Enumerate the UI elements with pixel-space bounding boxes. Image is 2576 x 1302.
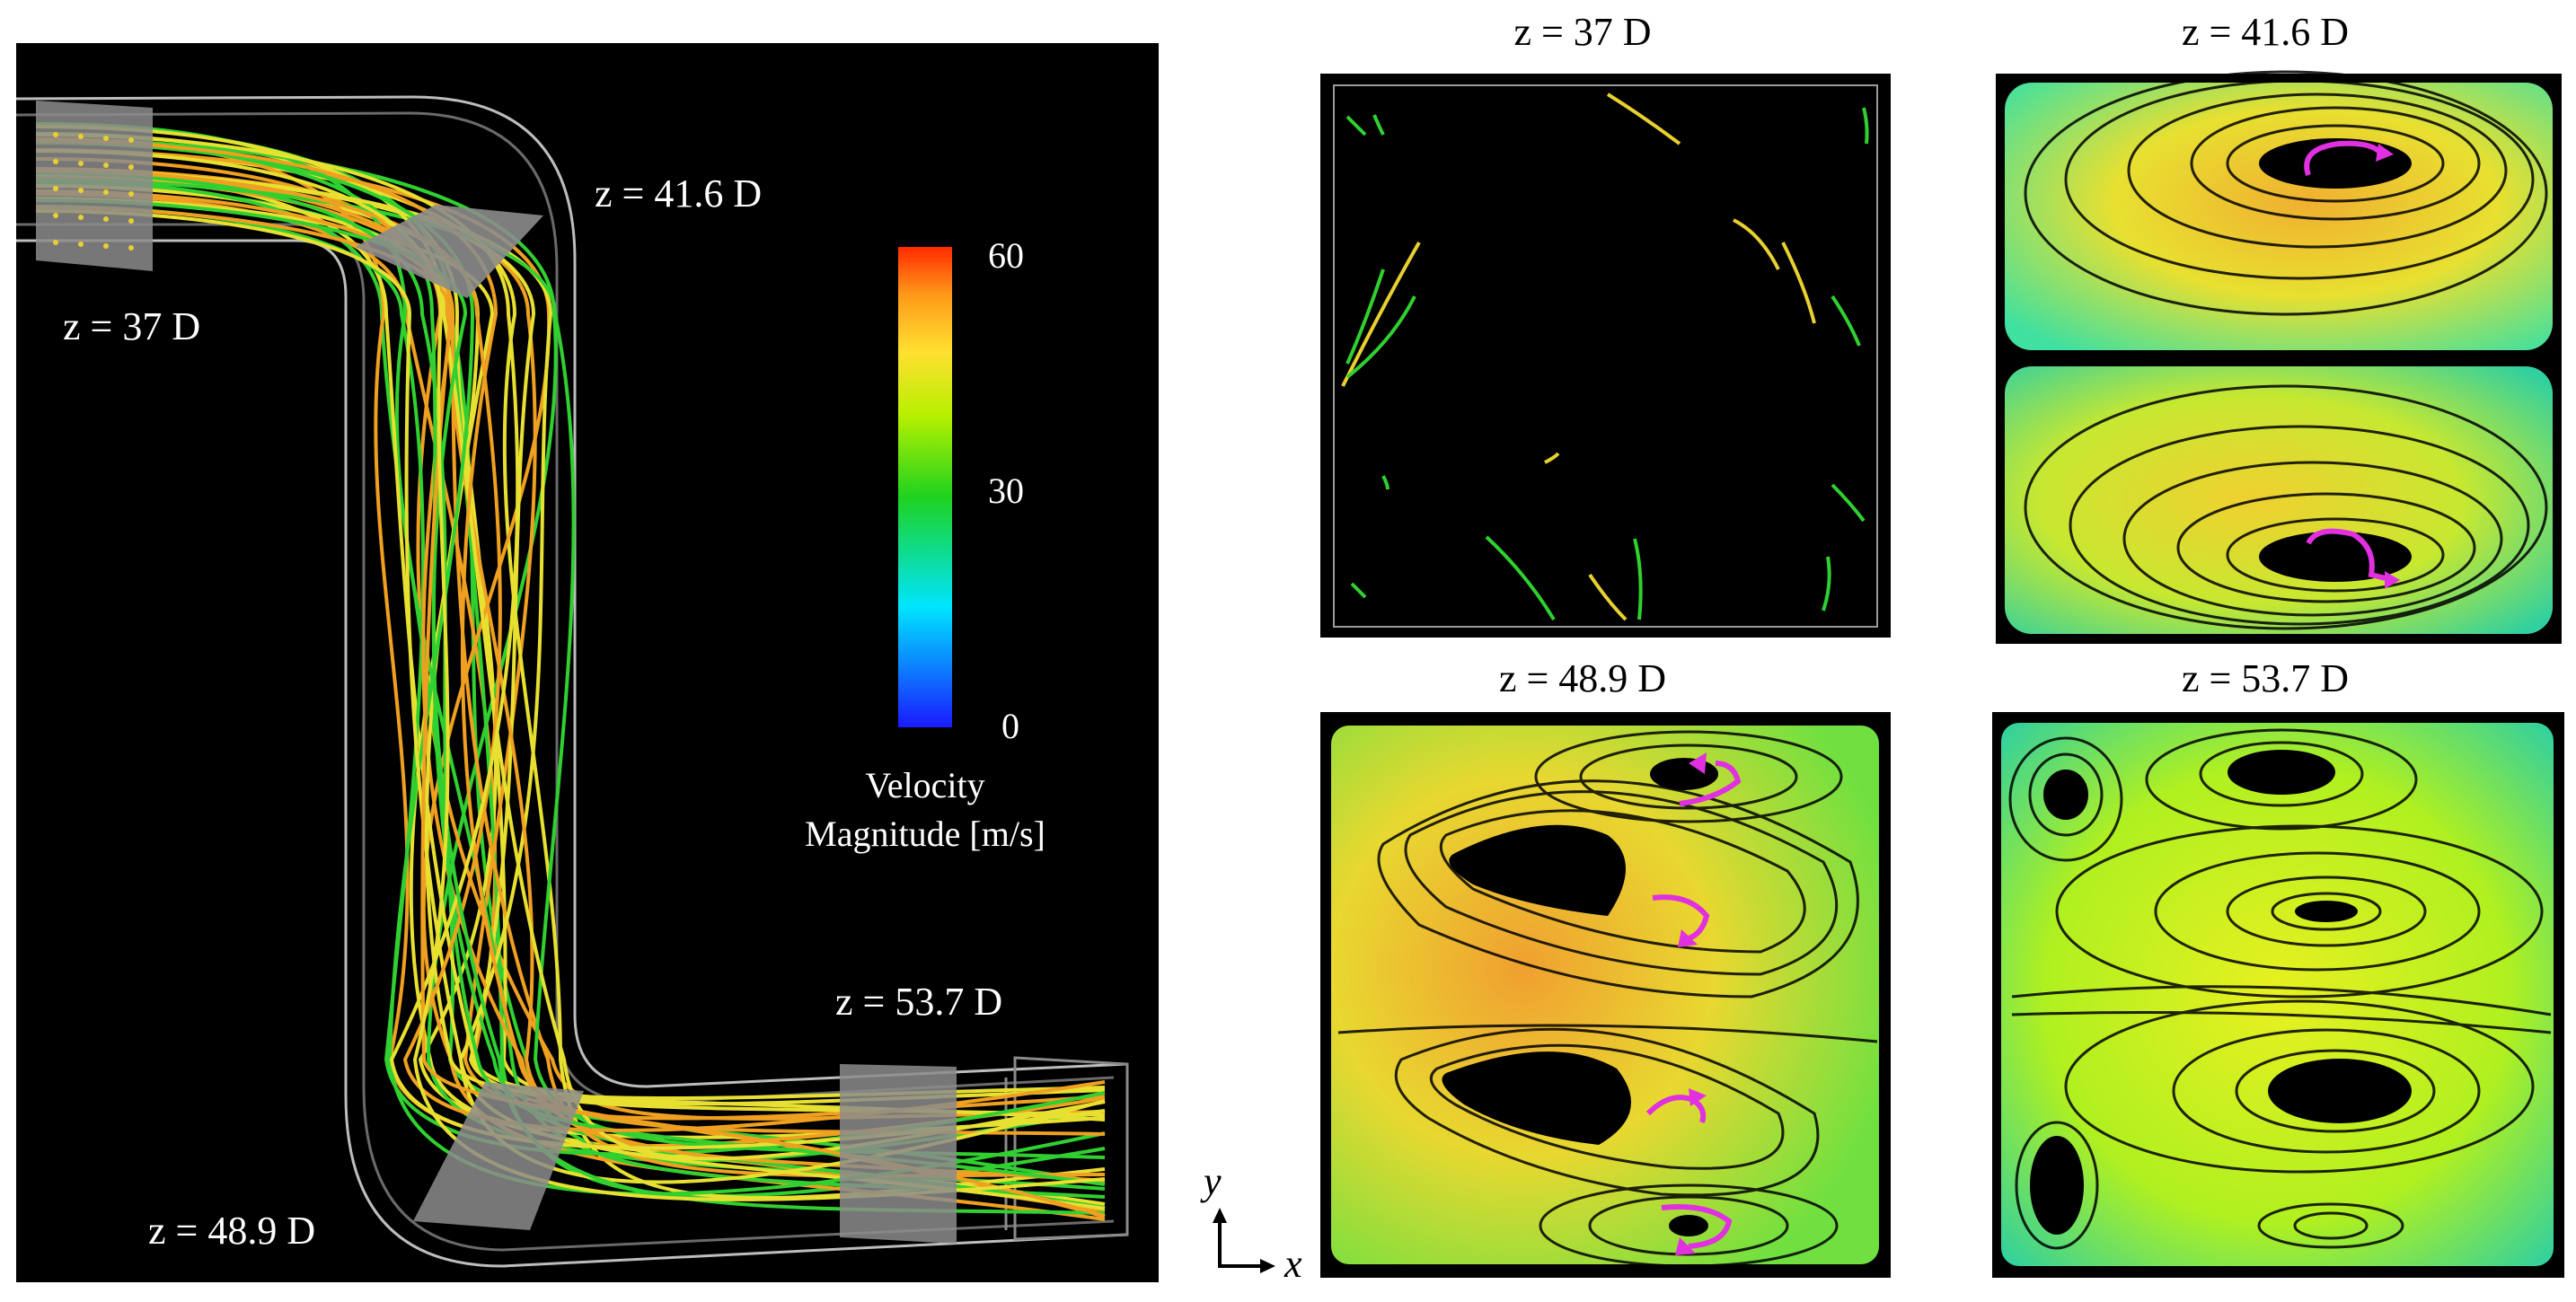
streamline — [35, 169, 1106, 1132]
rotation-arrow — [2306, 528, 2390, 582]
rotation-arrow — [2304, 140, 2383, 176]
vortex-streamlines — [1337, 730, 1878, 1268]
seed-point — [128, 164, 134, 170]
seed-point — [78, 134, 84, 139]
rotation-arrow — [1661, 1204, 1733, 1249]
vortex-core — [1442, 1051, 1631, 1145]
streamline — [35, 172, 1106, 1186]
streamline — [35, 176, 1106, 1178]
seed-point — [103, 136, 109, 141]
streamline — [35, 169, 1106, 1210]
colorbar-title-line2: Magnitude [m/s] — [805, 814, 1045, 854]
cross-section-z489 — [1320, 712, 1891, 1278]
axis-label-x: x — [1284, 1242, 1302, 1286]
cross-section-z537 — [1992, 712, 2564, 1278]
streamline — [35, 189, 1106, 1183]
seed-point — [78, 188, 84, 193]
seed-point — [78, 161, 84, 166]
plane-label-z489: z = 48.9 D — [148, 1209, 315, 1253]
colorbar-min-label: 0 — [1001, 706, 1019, 746]
seed-point — [53, 186, 58, 191]
cs-title-z37: z = 37 D — [1513, 10, 1651, 54]
streamline — [35, 206, 1106, 1218]
plane-label-z416: z = 41.6 D — [595, 172, 762, 216]
cs-title-z416: z = 41.6 D — [2182, 10, 2349, 54]
upper-vortex-core — [2259, 138, 2412, 189]
inlet-seed-points — [53, 132, 134, 251]
axis-label-y: y — [1200, 1159, 1222, 1203]
upper-vortex-region — [2005, 83, 2553, 350]
pipe-streamline-panel: z = 37 D z = 41.6 D z = 48.9 D z = 53.7 … — [15, 43, 1159, 1282]
streamline — [35, 141, 1106, 1196]
colorbar-max-label: 60 — [988, 235, 1024, 276]
seed-point — [128, 218, 134, 224]
axes-indicator: y x — [1200, 1159, 1302, 1286]
cross-section-z37 — [1320, 74, 1891, 638]
streamline — [35, 178, 1106, 1159]
plane-label-z37: z = 37 D — [63, 304, 200, 348]
plane-label-z537: z = 53.7 D — [835, 980, 1002, 1024]
seed-point — [128, 137, 134, 143]
streamline — [35, 169, 1106, 1117]
colorbar: 60 30 0 Velocity Magnitude [m/s] — [805, 235, 1045, 854]
seed-point — [53, 132, 58, 137]
seed-point — [128, 191, 134, 197]
seed-point — [103, 243, 109, 249]
cs-title-z537: z = 53.7 D — [2182, 656, 2349, 700]
streamlines — [35, 122, 1106, 1221]
rotation-arrow — [1679, 761, 1742, 806]
flow-region — [2001, 723, 2554, 1266]
plane-z489 — [413, 1082, 584, 1230]
seed-point — [53, 159, 58, 164]
sparse-streamlines — [1341, 92, 1869, 621]
cross-section-z416 — [1996, 70, 2562, 644]
lower-vortex-region — [2005, 366, 2553, 634]
seed-point — [78, 215, 84, 220]
seed-point — [103, 216, 109, 222]
plane-z416 — [355, 205, 543, 298]
streamline — [35, 149, 1106, 1201]
seed-point — [128, 245, 134, 251]
streamline — [35, 133, 1106, 1150]
streamline — [35, 125, 1106, 1161]
colorbar-gradient — [898, 247, 952, 727]
streamline — [35, 209, 1106, 1184]
vortex-core — [1449, 824, 1626, 916]
seed-point — [103, 189, 109, 195]
plane-z37 — [36, 101, 153, 271]
vortex-streamlines — [2024, 70, 2548, 630]
streamline — [35, 172, 1106, 1122]
vortex-streamlines — [2008, 728, 2552, 1250]
panel-background — [16, 43, 1159, 1282]
plane-z537 — [840, 1064, 957, 1244]
seed-point — [103, 163, 109, 168]
rotation-arrow — [1652, 894, 1710, 941]
colorbar-mid-label: 30 — [988, 471, 1024, 511]
cs-title-z489: z = 48.9 D — [1499, 656, 1666, 700]
seed-point — [53, 240, 58, 245]
seed-point — [53, 213, 58, 218]
seed-point — [78, 242, 84, 247]
colorbar-title-line1: Velocity — [865, 765, 984, 805]
